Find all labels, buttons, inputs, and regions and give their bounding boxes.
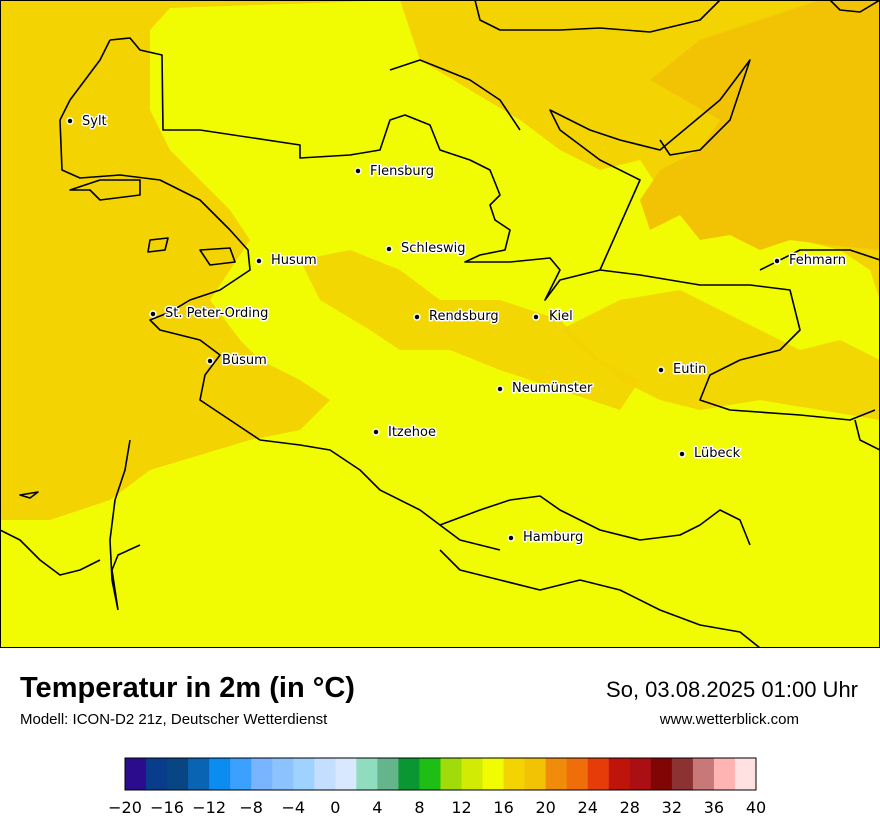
legend-swatch bbox=[251, 758, 273, 790]
legend-swatch bbox=[440, 758, 463, 790]
city-schleswig[interactable]: Schleswig bbox=[385, 240, 467, 258]
city-label: Rendsburg bbox=[429, 309, 499, 324]
city-label: Kiel bbox=[549, 309, 573, 324]
city-hamburg[interactable]: Hamburg bbox=[507, 529, 585, 547]
legend-swatch bbox=[230, 758, 252, 790]
legend-tick-label: 0 bbox=[330, 798, 340, 817]
temperature-field-warm bbox=[640, 0, 880, 250]
legend-swatch bbox=[734, 758, 757, 790]
legend-swatch bbox=[293, 758, 315, 790]
city-fehmarn[interactable]: Fehmarn bbox=[773, 252, 848, 270]
color-legend: −20 −16 −12 −8 −4 0 4 8 12 16 20 24 28 32 36 40 bbox=[108, 757, 766, 817]
legend-tick-label: 32 bbox=[662, 798, 682, 817]
legend-swatches bbox=[124, 757, 757, 791]
legend-tick-label: 4 bbox=[372, 798, 382, 817]
city-label: Neumünster bbox=[512, 381, 593, 396]
legend-tick-label: 20 bbox=[535, 798, 555, 817]
legend-swatch bbox=[146, 758, 168, 790]
legend-swatch bbox=[503, 758, 526, 790]
legend-swatch bbox=[209, 758, 231, 790]
city-label: Flensburg bbox=[370, 164, 434, 179]
city-eutin[interactable]: Eutin bbox=[657, 361, 708, 379]
city-label: Fehmarn bbox=[789, 253, 846, 268]
legend-swatch bbox=[356, 758, 378, 790]
forecast-datetime: So, 03.08.2025 01:00 Uhr bbox=[606, 677, 858, 702]
temperature-map: Sylt Flensburg Schleswig Husum Fehmarn S… bbox=[0, 0, 880, 648]
city-husum[interactable]: Husum bbox=[255, 252, 318, 270]
legend-swatch bbox=[377, 758, 399, 790]
legend-tick-label: 40 bbox=[746, 798, 766, 817]
city-st-peter-ording[interactable]: St. Peter-Ording bbox=[149, 305, 270, 323]
legend-swatch bbox=[125, 758, 147, 790]
legend-swatch bbox=[671, 758, 694, 790]
legend-swatch bbox=[545, 758, 568, 790]
legend-tick-label: 8 bbox=[414, 798, 424, 817]
city-label: Eutin bbox=[673, 362, 706, 377]
legend-swatch bbox=[608, 758, 631, 790]
legend-swatch bbox=[692, 758, 715, 790]
legend-swatch bbox=[713, 758, 736, 790]
city-label: Husum bbox=[271, 253, 317, 268]
legend-tick-label: −16 bbox=[150, 798, 184, 817]
city-luebeck[interactable]: Lübeck bbox=[678, 445, 742, 463]
city-itzehoe[interactable]: Itzehoe bbox=[372, 424, 437, 442]
city-kiel[interactable]: Kiel bbox=[532, 308, 574, 326]
legend-swatch bbox=[524, 758, 547, 790]
city-buesum[interactable]: Büsum bbox=[206, 352, 268, 370]
city-markers: Sylt Flensburg Schleswig Husum Fehmarn S… bbox=[66, 113, 848, 547]
city-label: St. Peter-Ording bbox=[165, 306, 268, 321]
website-link[interactable]: www.wetterblick.com bbox=[659, 711, 799, 728]
legend-swatch bbox=[650, 758, 673, 790]
city-label: Itzehoe bbox=[388, 425, 436, 440]
legend-swatch bbox=[188, 758, 210, 790]
city-label: Sylt bbox=[82, 114, 107, 129]
city-label: Hamburg bbox=[523, 530, 583, 545]
legend-swatch bbox=[398, 758, 420, 790]
legend-swatch bbox=[272, 758, 294, 790]
legend-tick-label: 12 bbox=[451, 798, 471, 817]
legend-swatch bbox=[629, 758, 652, 790]
legend-swatch bbox=[461, 758, 484, 790]
city-sylt[interactable]: Sylt bbox=[66, 113, 108, 131]
legend-ticks: −20 −16 −12 −8 −4 0 4 8 12 16 20 24 28 32 36 40 bbox=[108, 798, 766, 817]
legend-tick-label: 36 bbox=[704, 798, 724, 817]
chart-title: Temperatur in 2m (in °C) bbox=[20, 672, 355, 704]
legend-swatch bbox=[314, 758, 336, 790]
legend-tick-label: −8 bbox=[239, 798, 263, 817]
temperature-field-patch bbox=[560, 290, 880, 420]
city-label: Schleswig bbox=[401, 241, 466, 256]
legend-tick-label: −20 bbox=[108, 798, 142, 817]
city-flensburg[interactable]: Flensburg bbox=[354, 163, 435, 181]
legend-swatch bbox=[419, 758, 441, 790]
city-label: Lübeck bbox=[694, 446, 741, 461]
temperature-field-patch bbox=[300, 250, 640, 410]
legend-swatch bbox=[566, 758, 589, 790]
coastlines bbox=[0, 0, 880, 648]
legend-swatch bbox=[482, 758, 505, 790]
model-source: Modell: ICON-D2 21z, Deutscher Wetterdie… bbox=[20, 711, 328, 728]
legend-tick-label: 28 bbox=[620, 798, 640, 817]
city-label: Büsum bbox=[222, 353, 267, 368]
city-rendsburg[interactable]: Rendsburg bbox=[413, 308, 500, 326]
city-neumuenster[interactable]: Neumünster bbox=[496, 380, 594, 398]
legend-swatch bbox=[335, 758, 357, 790]
legend-tick-label: 16 bbox=[493, 798, 513, 817]
legend-tick-label: 24 bbox=[578, 798, 598, 817]
legend-swatch bbox=[167, 758, 189, 790]
legend-frame bbox=[124, 757, 757, 791]
legend-tick-label: −12 bbox=[192, 798, 226, 817]
legend-tick-label: −4 bbox=[281, 798, 305, 817]
legend-swatch bbox=[587, 758, 610, 790]
